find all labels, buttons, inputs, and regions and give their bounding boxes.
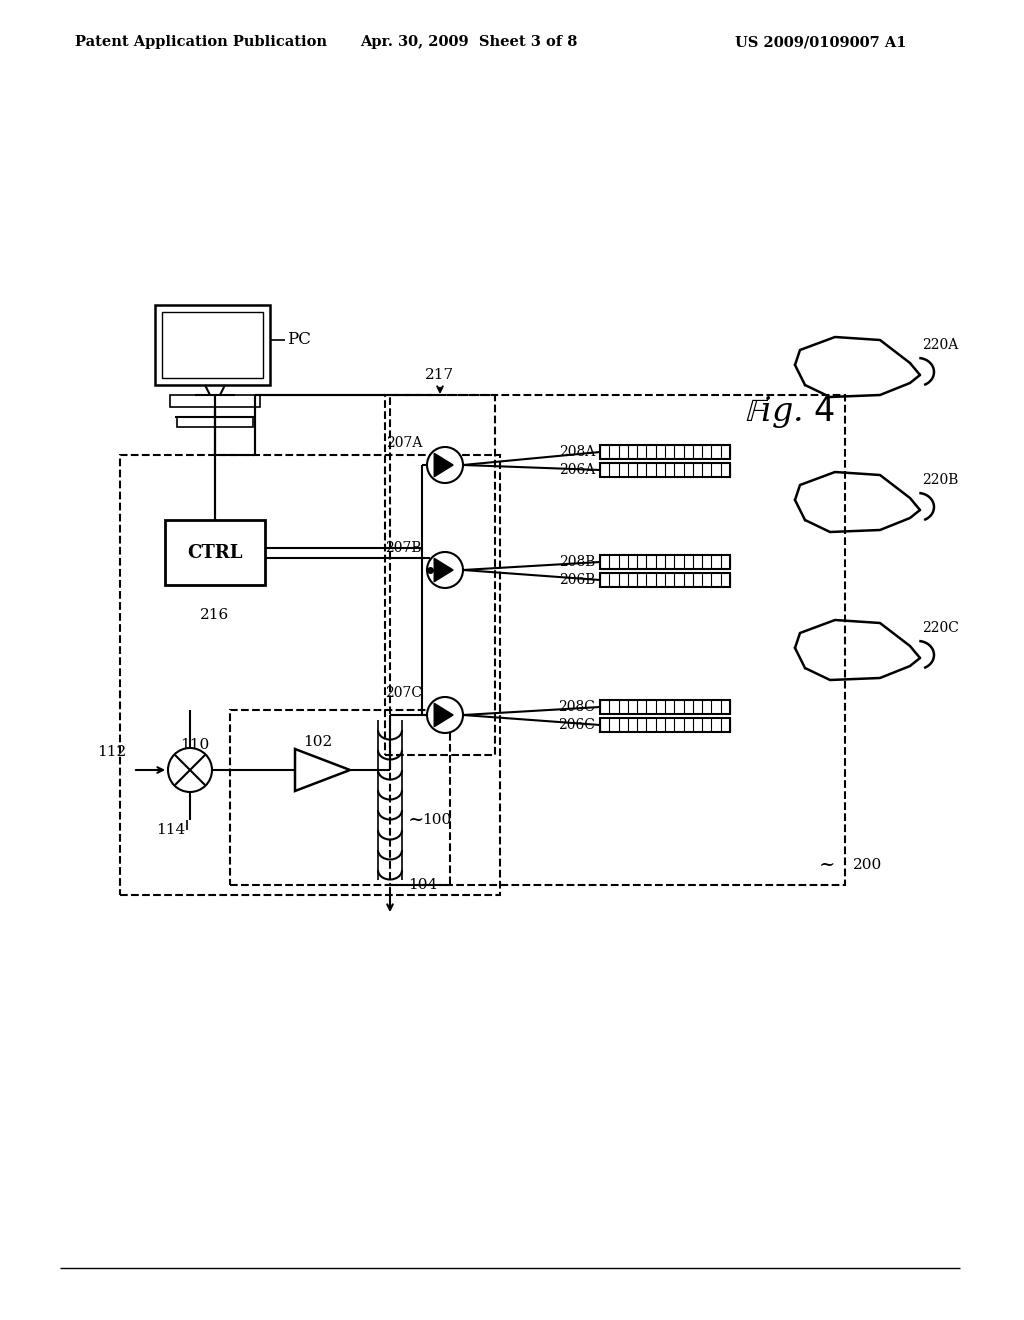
- Text: 102: 102: [303, 735, 332, 748]
- Bar: [390, 395, 845, 884]
- Text: ~: ~: [408, 810, 424, 829]
- Text: 206A: 206A: [559, 463, 595, 477]
- Text: 207B: 207B: [385, 541, 422, 554]
- Circle shape: [427, 447, 463, 483]
- Text: 220B: 220B: [922, 473, 958, 487]
- Text: 112: 112: [96, 744, 126, 759]
- Text: 220A: 220A: [922, 338, 958, 352]
- Text: 110: 110: [180, 738, 210, 752]
- Bar: [120, 455, 500, 895]
- Text: 208A: 208A: [559, 445, 595, 459]
- Text: US 2009/0109007 A1: US 2009/0109007 A1: [735, 36, 906, 49]
- Text: 200: 200: [853, 858, 883, 873]
- Text: 207A: 207A: [386, 436, 422, 450]
- Polygon shape: [434, 558, 453, 582]
- Text: PC: PC: [287, 331, 311, 348]
- Text: ~: ~: [818, 855, 835, 874]
- Text: 100: 100: [422, 813, 452, 828]
- Circle shape: [168, 748, 212, 792]
- Polygon shape: [434, 704, 453, 727]
- Text: 208C: 208C: [558, 700, 595, 714]
- Bar: [600, 554, 730, 569]
- Bar: [385, 395, 495, 755]
- Bar: [600, 718, 730, 733]
- Text: 206C: 206C: [558, 718, 595, 733]
- Text: CTRL: CTRL: [187, 544, 243, 561]
- Text: 208B: 208B: [559, 554, 595, 569]
- Text: 216: 216: [200, 609, 229, 622]
- Bar: [600, 573, 730, 587]
- Circle shape: [427, 552, 463, 587]
- Bar: [600, 445, 730, 459]
- Text: 217: 217: [425, 368, 455, 381]
- Text: Patent Application Publication: Patent Application Publication: [75, 36, 327, 49]
- Bar: [170, 395, 260, 407]
- Bar: [155, 305, 270, 385]
- Bar: [600, 463, 730, 477]
- Text: 206B: 206B: [559, 573, 595, 587]
- Polygon shape: [434, 453, 453, 477]
- Text: 220C: 220C: [922, 620, 958, 635]
- Text: 104: 104: [408, 878, 437, 892]
- Bar: [165, 520, 265, 585]
- Bar: [177, 417, 253, 426]
- Polygon shape: [295, 748, 350, 791]
- Bar: [162, 312, 263, 378]
- Text: 114: 114: [156, 822, 185, 837]
- Circle shape: [427, 697, 463, 733]
- Text: Apr. 30, 2009  Sheet 3 of 8: Apr. 30, 2009 Sheet 3 of 8: [360, 36, 578, 49]
- Bar: [230, 710, 450, 884]
- Bar: [600, 700, 730, 714]
- Text: 207C: 207C: [385, 686, 422, 700]
- Text: $\mathbb{F}$ig. $4$: $\mathbb{F}$ig. $4$: [745, 393, 836, 430]
